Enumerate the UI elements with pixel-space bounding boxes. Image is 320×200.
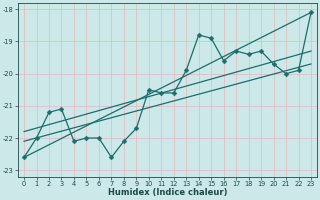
- X-axis label: Humidex (Indice chaleur): Humidex (Indice chaleur): [108, 188, 227, 197]
